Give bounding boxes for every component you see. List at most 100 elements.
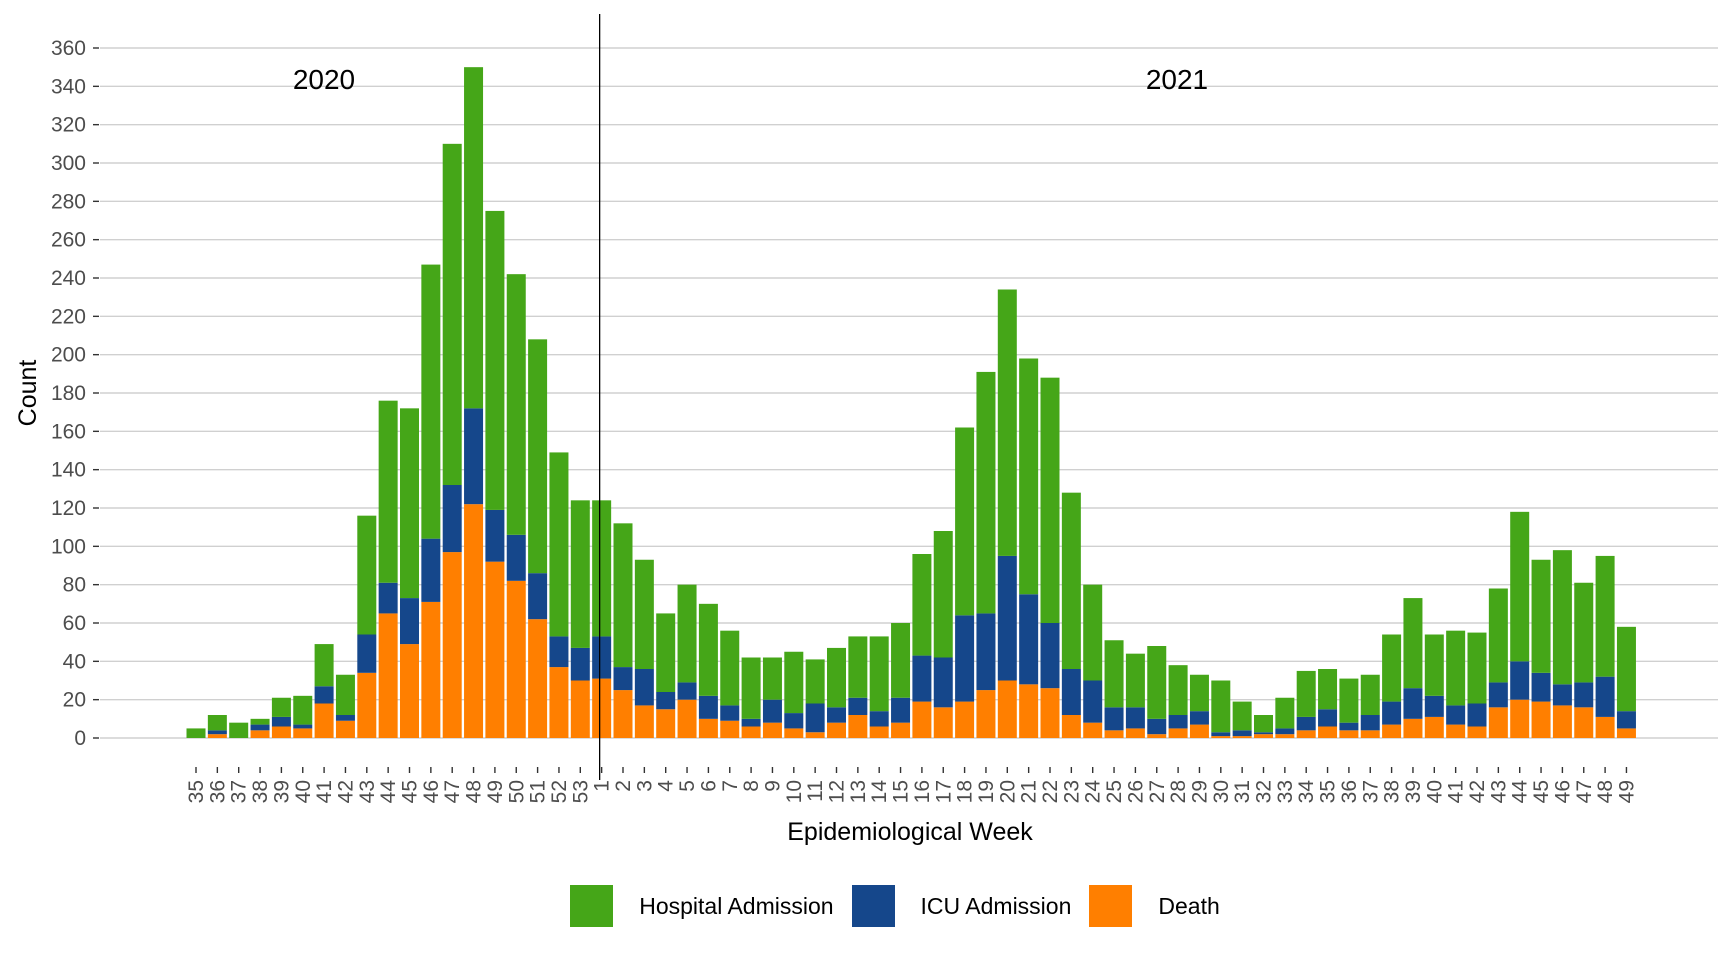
x-tick-label: 35 xyxy=(1317,780,1340,803)
legend-swatch-death xyxy=(1089,885,1133,927)
x-tick-label: 45 xyxy=(1530,780,1553,803)
bar-death xyxy=(720,720,740,738)
x-tick-label: 12 xyxy=(826,780,849,803)
bar-hospital-admission xyxy=(528,339,548,574)
bar-hospital-admission xyxy=(891,623,911,698)
x-tick-label: 33 xyxy=(1274,780,1297,803)
bar-hospital-admission xyxy=(1296,670,1316,717)
bar-icu-admission xyxy=(1403,688,1423,719)
x-tick-label: 27 xyxy=(1146,780,1169,803)
bar-icu-admission xyxy=(549,636,569,668)
bar-death xyxy=(335,720,355,738)
bar-hospital-admission xyxy=(485,210,505,510)
bar-icu-admission xyxy=(1552,684,1572,706)
x-tick-label: 28 xyxy=(1167,780,1190,803)
x-tick-label: 21 xyxy=(1018,780,1041,803)
x-tick-label: 13 xyxy=(847,780,870,803)
bar-icu-admission xyxy=(1147,718,1167,735)
x-tick-label: 34 xyxy=(1295,780,1318,804)
bar-icu-admission xyxy=(1275,728,1295,735)
bar-death xyxy=(1296,730,1316,738)
bar-icu-admission xyxy=(1616,711,1636,729)
bar-death xyxy=(549,667,569,738)
x-tick-label: 3 xyxy=(633,780,656,792)
x-tick-label: 1 xyxy=(591,780,614,792)
x-tick-label: 10 xyxy=(783,780,806,803)
y-tick-label: 260 xyxy=(51,229,86,252)
bar-death xyxy=(293,728,313,738)
x-tick-label: 6 xyxy=(697,780,720,792)
bar-icu-admission xyxy=(592,636,612,679)
bar-hospital-admission xyxy=(1339,678,1359,723)
bar-hospital-admission xyxy=(1467,632,1487,704)
bar-hospital-admission xyxy=(421,264,441,539)
bar-death xyxy=(677,699,697,738)
bar-hospital-admission xyxy=(229,722,249,738)
bar-hospital-admission xyxy=(698,603,718,696)
bar-icu-admission xyxy=(293,724,313,729)
bar-death xyxy=(442,552,462,738)
bar-death xyxy=(1189,724,1209,738)
x-tick-label: 39 xyxy=(270,780,293,803)
bar-death xyxy=(1040,688,1060,738)
bar-death xyxy=(1061,715,1081,738)
legend-label: Hospital Admission xyxy=(639,892,834,919)
bar-icu-admission xyxy=(485,509,505,562)
bar-hospital-admission xyxy=(1424,634,1444,696)
y-tick-label: 120 xyxy=(51,497,86,520)
bar-icu-admission xyxy=(1254,732,1273,735)
bar-death xyxy=(1211,736,1231,738)
bar-hospital-admission xyxy=(378,400,398,583)
bar-hospital-admission xyxy=(335,674,355,715)
y-tick-label: 80 xyxy=(63,574,86,597)
bar-icu-admission xyxy=(1296,716,1316,731)
bar-death xyxy=(1104,730,1124,738)
bar-icu-admission xyxy=(891,697,911,723)
bar-death xyxy=(1232,736,1252,738)
bar-hospital-admission xyxy=(357,515,377,635)
y-tick-label: 300 xyxy=(51,152,86,175)
bar-hospital-admission xyxy=(1254,715,1273,733)
bar-hospital-admission xyxy=(186,728,206,738)
x-tick-label: 53 xyxy=(569,780,592,803)
x-tick-label: 29 xyxy=(1188,780,1211,803)
bar-hospital-admission xyxy=(762,657,782,700)
bar-death xyxy=(698,718,718,738)
bar-icu-admission xyxy=(464,408,484,505)
bar-hospital-admission xyxy=(1360,674,1380,715)
y-tick-label: 60 xyxy=(63,612,86,635)
bar-icu-admission xyxy=(1467,703,1487,727)
bar-hospital-admission xyxy=(1019,358,1039,595)
bar-death xyxy=(912,701,932,738)
bar-hospital-admission xyxy=(1488,588,1508,683)
bar-hospital-admission xyxy=(1275,697,1295,729)
bar-death xyxy=(271,726,291,738)
bar-hospital-admission xyxy=(1446,630,1466,706)
x-tick-label: 46 xyxy=(1551,780,1574,803)
x-tick-label: 51 xyxy=(527,780,550,803)
year-label-2021: 2021 xyxy=(1146,64,1208,95)
x-tick-label: 46 xyxy=(420,780,443,803)
bar-death xyxy=(314,703,334,738)
bar-icu-admission xyxy=(848,697,868,715)
bar-icu-admission xyxy=(357,634,377,673)
bar-hospital-admission xyxy=(314,644,334,687)
x-tick-label: 19 xyxy=(975,780,998,803)
legend-item-hospital-admission: Hospital Admission xyxy=(570,885,834,927)
bar-icu-admission xyxy=(1595,676,1615,717)
legend-item-death: Death xyxy=(1089,885,1220,927)
y-axis-title: Count xyxy=(14,360,42,427)
bar-death xyxy=(464,504,484,738)
bar-death xyxy=(357,672,377,738)
bar-hospital-admission xyxy=(1083,584,1103,681)
x-tick-label: 49 xyxy=(484,780,507,803)
x-tick-label: 2 xyxy=(612,780,635,792)
y-tick-label: 320 xyxy=(51,114,86,137)
bar-death xyxy=(528,619,548,738)
bar-hospital-admission xyxy=(1616,626,1636,712)
bar-icu-admission xyxy=(1360,715,1380,731)
bar-icu-admission xyxy=(784,713,804,729)
bar-death xyxy=(933,707,953,738)
x-tick-label: 37 xyxy=(1359,780,1382,803)
x-tick-label: 17 xyxy=(932,780,955,803)
